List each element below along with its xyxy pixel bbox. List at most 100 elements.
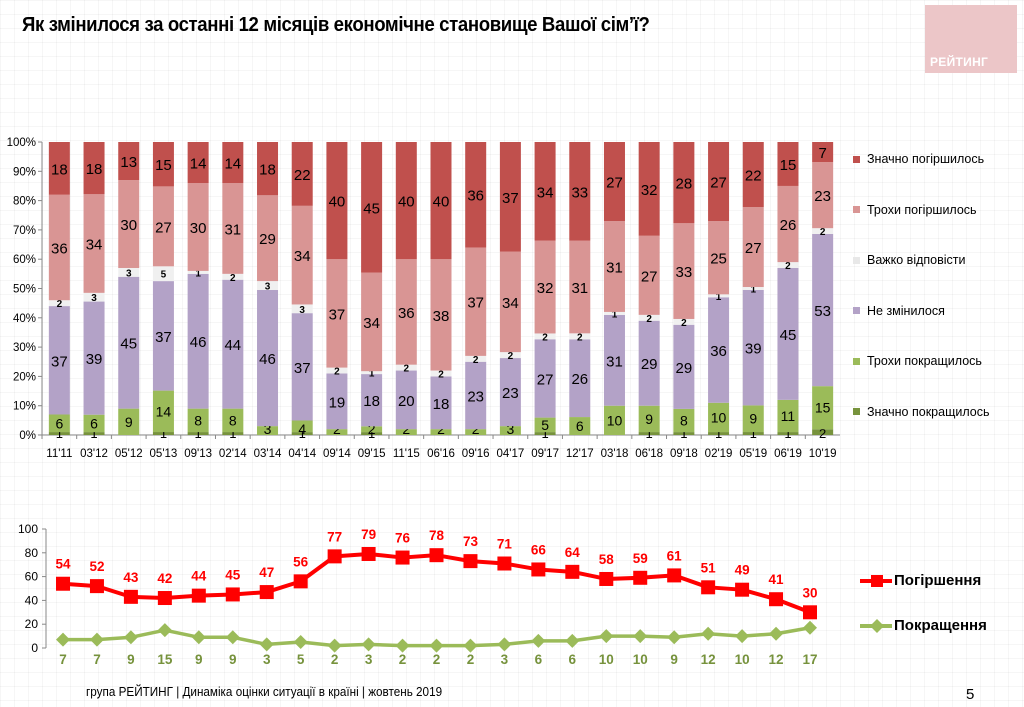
data-label: 12 bbox=[701, 652, 716, 667]
data-label: 36 bbox=[398, 305, 415, 322]
bar-segment bbox=[603, 405, 625, 435]
legend-item: Трохи погіршилось bbox=[853, 203, 977, 217]
bar-segment bbox=[430, 429, 452, 435]
bar-segment bbox=[812, 429, 834, 435]
legend-label: Покращення bbox=[894, 617, 987, 634]
bar-segment bbox=[638, 320, 660, 406]
bar-segment bbox=[465, 355, 487, 362]
data-point-marker bbox=[599, 571, 614, 586]
legend-label: Трохи покращилось bbox=[867, 354, 982, 368]
data-label: 53 bbox=[814, 303, 831, 320]
data-point-marker bbox=[225, 630, 240, 645]
data-label: 2 bbox=[820, 227, 826, 238]
x-tick-label: 06'18 bbox=[635, 448, 663, 460]
data-label: 40 bbox=[433, 194, 450, 211]
bar-segment bbox=[326, 429, 348, 435]
legend-swatch bbox=[853, 408, 860, 415]
bar-segment bbox=[777, 267, 799, 400]
data-point-marker bbox=[735, 629, 750, 644]
bar-segment bbox=[257, 195, 279, 282]
y-tick-label: 10% bbox=[13, 401, 36, 413]
data-label: 23 bbox=[502, 385, 519, 402]
data-label: 39 bbox=[86, 351, 103, 368]
data-label: 2 bbox=[433, 652, 441, 667]
data-point-marker bbox=[565, 564, 580, 579]
data-label: 27 bbox=[537, 371, 554, 388]
data-label: 34 bbox=[86, 237, 103, 254]
x-tick-label: 12'17 bbox=[566, 448, 594, 460]
data-label: 61 bbox=[667, 548, 683, 563]
data-label: 66 bbox=[531, 542, 547, 557]
data-label: 37 bbox=[329, 306, 346, 323]
data-label: 45 bbox=[363, 200, 380, 217]
bar-segment bbox=[48, 194, 70, 301]
data-label: 46 bbox=[190, 334, 207, 351]
data-point-marker bbox=[361, 546, 376, 561]
data-label: 31 bbox=[224, 221, 241, 238]
bar-segment bbox=[569, 142, 591, 241]
bar-segment bbox=[742, 289, 764, 406]
data-label: 28 bbox=[676, 176, 693, 193]
data-label: 1 bbox=[646, 426, 653, 441]
data-label: 22 bbox=[745, 168, 762, 185]
data-label: 14 bbox=[190, 156, 207, 173]
bar-segment bbox=[291, 432, 313, 435]
data-label: 1 bbox=[160, 426, 167, 441]
bar-segment bbox=[257, 142, 279, 196]
data-label: 6 bbox=[90, 415, 98, 431]
data-label: 44 bbox=[224, 337, 241, 354]
bar-segment bbox=[48, 142, 70, 195]
data-label: 31 bbox=[606, 353, 623, 370]
legend-label: Погіршення bbox=[894, 572, 982, 589]
data-label: 46 bbox=[259, 351, 276, 368]
bar-segment bbox=[118, 142, 140, 181]
bar-segment bbox=[187, 183, 209, 271]
bar-segment bbox=[465, 247, 487, 356]
bar-segment bbox=[708, 297, 730, 403]
data-label: 2 bbox=[399, 652, 407, 667]
data-label: 26 bbox=[571, 371, 588, 388]
bar-segment bbox=[395, 142, 417, 260]
page-number: 5 bbox=[966, 686, 975, 703]
bar-segment bbox=[638, 314, 660, 321]
data-label: 3 bbox=[501, 652, 509, 667]
y-tick-label: 100 bbox=[18, 522, 38, 536]
bar-segment bbox=[257, 426, 279, 435]
data-label: 10 bbox=[711, 409, 727, 425]
data-label: 8 bbox=[229, 412, 237, 428]
bar-segment bbox=[152, 186, 174, 267]
bar-segment bbox=[777, 142, 799, 186]
data-label: 43 bbox=[123, 570, 139, 585]
legend-swatch bbox=[853, 357, 860, 365]
data-point-marker bbox=[225, 587, 240, 602]
bar-segment bbox=[187, 270, 209, 274]
data-point-marker bbox=[89, 632, 104, 647]
data-label: 11 bbox=[781, 408, 796, 424]
data-point-marker bbox=[599, 629, 614, 644]
bar-segment bbox=[812, 228, 834, 234]
bar-segment bbox=[673, 432, 695, 435]
data-label: 34 bbox=[502, 295, 519, 312]
data-point-marker bbox=[463, 554, 478, 569]
data-label: 73 bbox=[463, 534, 479, 549]
y-tick-label: 20% bbox=[13, 371, 36, 383]
bar-segment bbox=[534, 432, 556, 435]
data-label: 4 bbox=[298, 421, 306, 437]
data-label: 45 bbox=[225, 567, 241, 582]
data-label: 2 bbox=[542, 332, 548, 343]
data-point-marker bbox=[769, 592, 784, 607]
bar-segment bbox=[395, 259, 417, 365]
bar-segment bbox=[708, 221, 730, 295]
data-label: 40 bbox=[398, 194, 415, 211]
bar-segment bbox=[222, 408, 244, 433]
data-point-marker bbox=[157, 623, 172, 638]
bar-segment bbox=[777, 262, 799, 268]
x-tick-label: 11'15 bbox=[393, 448, 420, 460]
bar-segment bbox=[777, 185, 799, 263]
data-label: 79 bbox=[361, 527, 376, 542]
x-tick-label: 02'14 bbox=[219, 448, 247, 460]
bar-segment bbox=[187, 408, 209, 433]
data-label: 6 bbox=[55, 415, 63, 431]
bar-segment bbox=[499, 358, 521, 427]
data-label: 1 bbox=[299, 426, 306, 441]
